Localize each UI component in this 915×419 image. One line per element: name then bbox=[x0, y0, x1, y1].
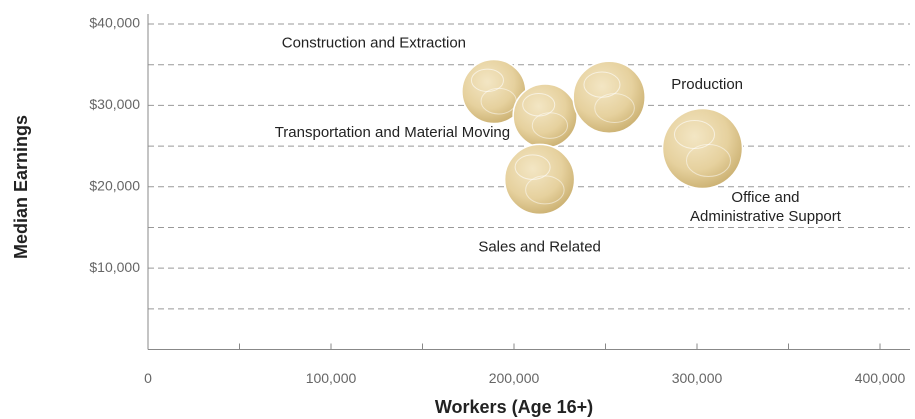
bubble-highlight bbox=[531, 112, 569, 139]
x-axis-title: Workers (Age 16+) bbox=[435, 397, 593, 417]
point-label: Transportation and Material Moving bbox=[275, 124, 510, 141]
x-tick-label: 0 bbox=[144, 370, 152, 386]
bubble bbox=[512, 83, 578, 149]
point-label: Sales and Related bbox=[478, 238, 601, 255]
bubble-highlight bbox=[594, 93, 635, 123]
y-tick-label: $20,000 bbox=[89, 177, 140, 193]
bubble-body bbox=[503, 143, 576, 216]
bubble bbox=[503, 143, 576, 216]
point-label: Office and Administrative Support bbox=[690, 188, 841, 225]
bubble-highlight bbox=[525, 175, 565, 205]
point-label: Production bbox=[671, 76, 743, 93]
bubble bbox=[461, 58, 527, 125]
y-tick-label: $10,000 bbox=[89, 259, 140, 275]
point-label-box: Office and Administrative Support bbox=[690, 188, 841, 225]
x-tick-label: 200,000 bbox=[489, 370, 540, 386]
bubble-body bbox=[661, 107, 744, 190]
y-axis-title: Median Earnings bbox=[11, 115, 31, 259]
bubble bbox=[661, 107, 744, 190]
y-tick-label: $30,000 bbox=[89, 96, 140, 112]
x-tick-label: 100,000 bbox=[306, 370, 357, 386]
x-tick-label: 300,000 bbox=[672, 370, 723, 386]
y-tick-label: $40,000 bbox=[89, 15, 140, 31]
bubble bbox=[572, 60, 646, 134]
bubble-highlight bbox=[685, 144, 731, 178]
bubble-body bbox=[572, 60, 646, 134]
point-label: Construction and Extraction bbox=[282, 35, 466, 52]
x-tick-label: 400,000 bbox=[855, 370, 906, 386]
